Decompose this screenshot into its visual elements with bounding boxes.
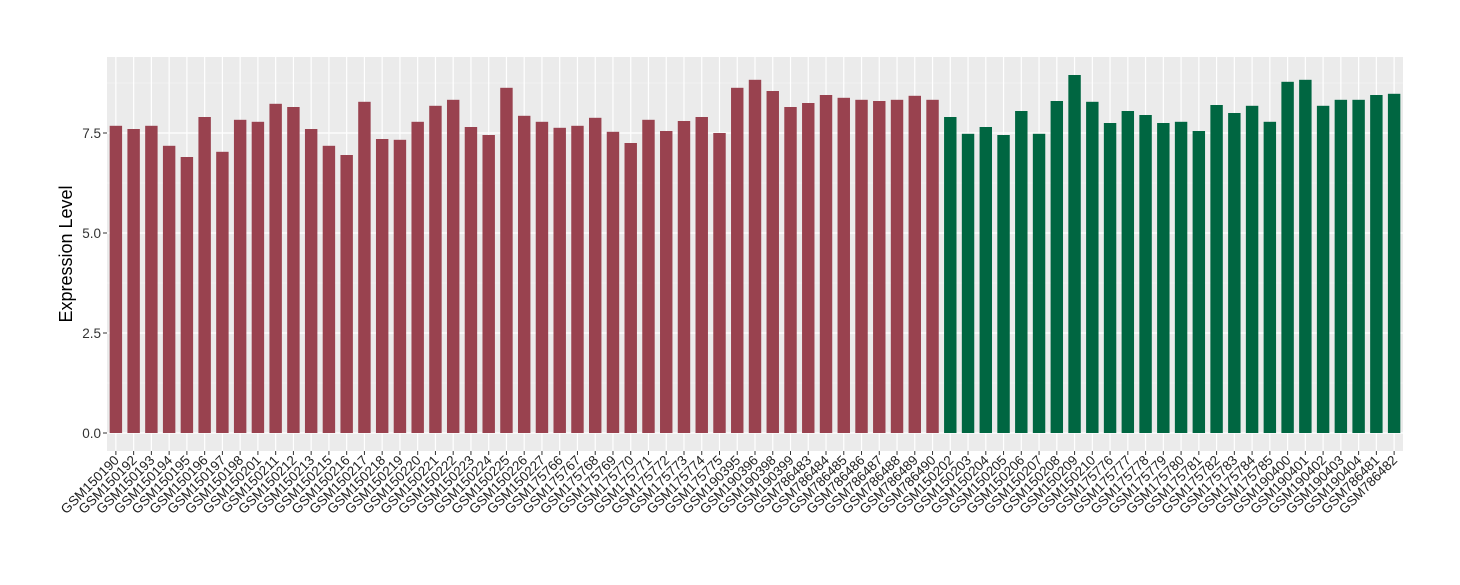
- bar-GSM190401: [1299, 79, 1312, 434]
- bar-GSM786481: [1370, 95, 1383, 433]
- bar-GSM175777: [1121, 111, 1135, 433]
- bar-GSM190400: [1281, 81, 1294, 434]
- bar-GSM190398: [766, 91, 779, 433]
- bar-GSM150217: [358, 101, 371, 434]
- bar-GSM175776: [1103, 123, 1117, 433]
- y-tick-label: 7.5: [82, 126, 101, 141]
- bar-GSM150215: [322, 145, 336, 434]
- bar-GSM150204: [979, 127, 993, 433]
- bar-GSM150220: [411, 121, 424, 434]
- bar-GSM175781: [1192, 131, 1206, 433]
- bar-GSM150194: [162, 145, 176, 434]
- bar-GSM150224: [482, 135, 495, 433]
- bar-GSM786483: [802, 103, 815, 433]
- bar-GSM175778: [1139, 115, 1152, 433]
- bar-GSM150213: [304, 129, 318, 433]
- bar-GSM175773: [677, 121, 691, 433]
- bar-GSM150208: [1050, 101, 1064, 433]
- bar-GSM175766: [553, 127, 566, 434]
- y-tick-label: 2.5: [82, 326, 101, 341]
- bar-GSM150216: [340, 155, 353, 433]
- bar-GSM150195: [180, 157, 194, 433]
- bar-GSM786487: [873, 101, 886, 433]
- bar-GSM190403: [1334, 99, 1348, 434]
- bar-GSM190395: [731, 87, 744, 434]
- bar-GSM190402: [1316, 105, 1330, 434]
- bar-GSM150205: [997, 135, 1010, 433]
- bar-GSM150212: [287, 107, 300, 433]
- bar-GSM175780: [1174, 121, 1188, 434]
- bar-GSM150203: [961, 133, 975, 434]
- bar-GSM150198: [233, 119, 247, 434]
- bar-GSM150222: [446, 99, 460, 434]
- bar-GSM150223: [464, 127, 478, 433]
- bar-GSM786490: [926, 99, 939, 434]
- bar-GSM150193: [145, 125, 158, 434]
- bar-GSM175769: [606, 131, 620, 434]
- bar-GSM175774: [695, 117, 708, 433]
- bar-GSM150225: [500, 87, 513, 434]
- bar-GSM175785: [1263, 121, 1277, 434]
- bar-GSM150192: [127, 129, 140, 433]
- bar-GSM786486: [855, 99, 868, 434]
- bar-GSM786489: [908, 95, 921, 434]
- bar-GSM150211: [269, 103, 282, 434]
- y-axis: 0.0 2.5 5.0 7.5: [82, 126, 107, 441]
- bar-GSM786482: [1387, 93, 1401, 434]
- bar-GSM175768: [589, 117, 602, 434]
- bar-GSM190396: [748, 79, 762, 434]
- bar-GSM150207: [1032, 133, 1046, 434]
- bar-GSM150218: [375, 139, 389, 433]
- y-tick-label: 5.0: [82, 226, 101, 241]
- bar-GSM150196: [198, 117, 211, 433]
- bar-GSM175772: [660, 131, 673, 433]
- bar-GSM190404: [1352, 99, 1365, 434]
- bar-GSM175784: [1245, 105, 1259, 434]
- bar-GSM175775: [713, 133, 726, 433]
- bar-GSM175779: [1157, 123, 1170, 433]
- bar-GSM150227: [535, 121, 549, 434]
- bar-GSM786485: [837, 97, 850, 434]
- bar-GSM150226: [517, 115, 531, 434]
- bar-GSM175771: [642, 119, 655, 434]
- bar-GSM175782: [1210, 105, 1223, 433]
- bar-GSM150201: [251, 121, 265, 434]
- bar-GSM786484: [819, 95, 833, 433]
- bars: [109, 75, 1401, 434]
- bar-GSM150210: [1086, 101, 1099, 434]
- bar-GSM150197: [216, 151, 229, 434]
- x-axis: GSM150190GSM150192GSM150193GSM150194GSM1…: [58, 451, 1400, 517]
- bar-GSM150202: [944, 117, 957, 433]
- bar-GSM175770: [624, 143, 637, 433]
- bar-GSM175767: [571, 125, 584, 434]
- y-axis-label: Expression Level: [56, 185, 76, 322]
- bar-GSM786488: [890, 99, 904, 434]
- bar-GSM150219: [393, 139, 407, 434]
- bar-GSM150190: [109, 125, 123, 434]
- bar-GSM175783: [1228, 113, 1241, 433]
- bar-GSM150221: [429, 105, 442, 434]
- bar-GSM150206: [1015, 111, 1028, 433]
- y-tick-label: 0.0: [82, 426, 101, 441]
- bar-GSM190399: [784, 107, 797, 433]
- bar-GSM150209: [1068, 75, 1081, 433]
